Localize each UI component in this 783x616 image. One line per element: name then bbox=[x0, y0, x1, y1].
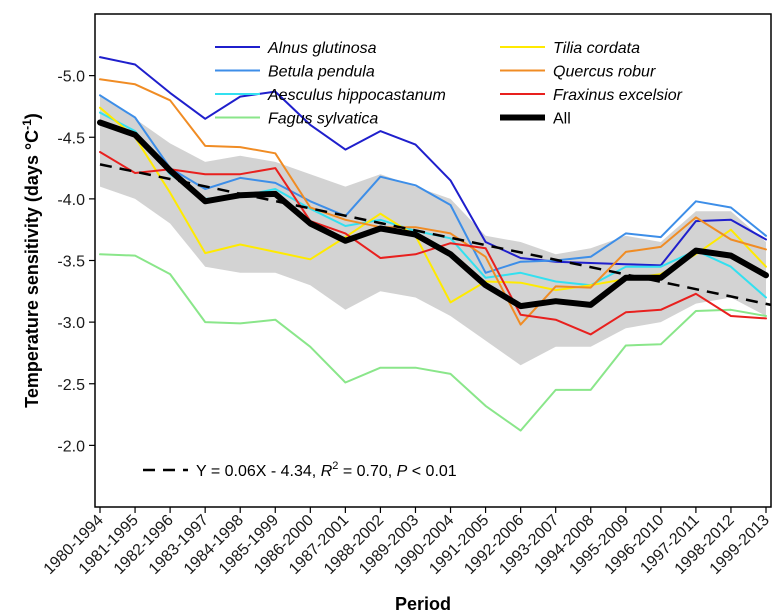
y-tick-label: -2.5 bbox=[57, 377, 85, 394]
trend-equation: Y = 0.06X - 4.34, R2 = 0.70, P < 0.01 bbox=[196, 460, 457, 480]
trend-layer bbox=[99, 163, 772, 307]
legend: Alnus glutinosa Tilia cordata Betula pendu… bbox=[215, 40, 683, 128]
legend-label-tilia-cordata: Tilia cordata bbox=[553, 40, 640, 57]
y-tick-label: -3.5 bbox=[57, 254, 85, 271]
y-axis-title: Temperature sensitivity (days °C-1) bbox=[20, 113, 42, 408]
legend-label-aesculus-hippocastanum: Aesculus hippocastanum bbox=[267, 87, 446, 104]
legend-label-alnus-glutinosa: Alnus glutinosa bbox=[267, 40, 377, 57]
series-line-betula-pendula bbox=[99, 94, 767, 274]
y-tick-label: -4.0 bbox=[57, 192, 85, 209]
legend-label-fraxinus-excelsior: Fraxinus excelsior bbox=[553, 87, 683, 104]
legend-label-fagus-sylvatica: Fagus sylvatica bbox=[268, 111, 378, 128]
y-tick-label: -2.0 bbox=[57, 438, 85, 455]
series-line-alnus-glutinosa bbox=[99, 56, 767, 267]
y-axis: -5.0 -4.5 -4.0 -3.5 -3.0 -2.5 -2.0 bbox=[57, 69, 95, 455]
series-line-quercus-robur bbox=[99, 78, 767, 326]
y-tick-label: -5.0 bbox=[57, 69, 85, 86]
y-tick-label: -4.5 bbox=[57, 130, 85, 147]
series-layer bbox=[97, 56, 769, 432]
legend-label-betula-pendula: Betula pendula bbox=[268, 64, 375, 81]
series-line-fagus-sylvatica bbox=[99, 253, 767, 432]
series-line-fraxinus-excelsior bbox=[99, 151, 767, 336]
x-axis-title: Period bbox=[395, 594, 451, 614]
series-line-all bbox=[97, 119, 769, 310]
trend-line bbox=[99, 163, 772, 307]
x-axis: 1980-19941981-19951982-19961983-19971984… bbox=[41, 507, 773, 578]
legend-label-quercus-robur: Quercus robur bbox=[553, 64, 656, 81]
trend-annotation: Y = 0.06X - 4.34, R2 = 0.70, P < 0.01 bbox=[143, 460, 457, 480]
y-tick-label: -3.0 bbox=[57, 315, 85, 332]
legend-label-all: All bbox=[553, 111, 571, 128]
